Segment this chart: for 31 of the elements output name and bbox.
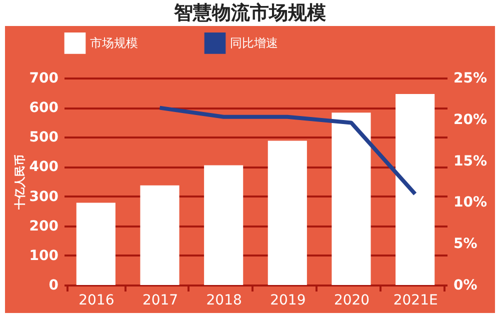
y-tick-label: 400 [29, 159, 59, 176]
legend-label: 同比增速 [230, 36, 278, 50]
y-axis-title: 十亿人民币 [13, 154, 26, 210]
y2-tick-label: 10% [454, 194, 488, 211]
x-tick-label: 2020 [334, 292, 370, 308]
chart-title: 智慧物流市场规模 [172, 1, 327, 26]
y-tick-label: 300 [29, 188, 59, 205]
bar [396, 94, 435, 285]
line-series [158, 106, 418, 196]
x-tick-label: 2021E [393, 292, 438, 308]
bar [268, 140, 307, 285]
y-tick-label: 200 [29, 218, 59, 234]
y-tick-label: 100 [29, 248, 59, 264]
y-tick-label: 0 [48, 278, 59, 294]
y-tick-label: 600 [29, 100, 59, 116]
y2-tick-label: 5% [454, 236, 478, 252]
y2-tick-label: 15% [454, 153, 488, 170]
bar [140, 185, 180, 285]
y2-tick-label: 0% [454, 278, 478, 294]
y-tick-label: 700 [29, 70, 59, 86]
x-tick-label: 2018 [206, 292, 242, 308]
bar [332, 112, 371, 285]
y2-tick-label: 25% [454, 70, 488, 86]
x-tick-label: 2016 [78, 292, 114, 308]
x-tick-label: 2019 [270, 292, 306, 308]
y-tick-label: 500 [29, 130, 59, 146]
y2-tick-label: 20% [454, 112, 488, 128]
x-tick-label: 2017 [142, 292, 178, 308]
bar [204, 165, 244, 285]
bar [76, 202, 116, 285]
legend-label: 市场规模 [90, 36, 138, 50]
